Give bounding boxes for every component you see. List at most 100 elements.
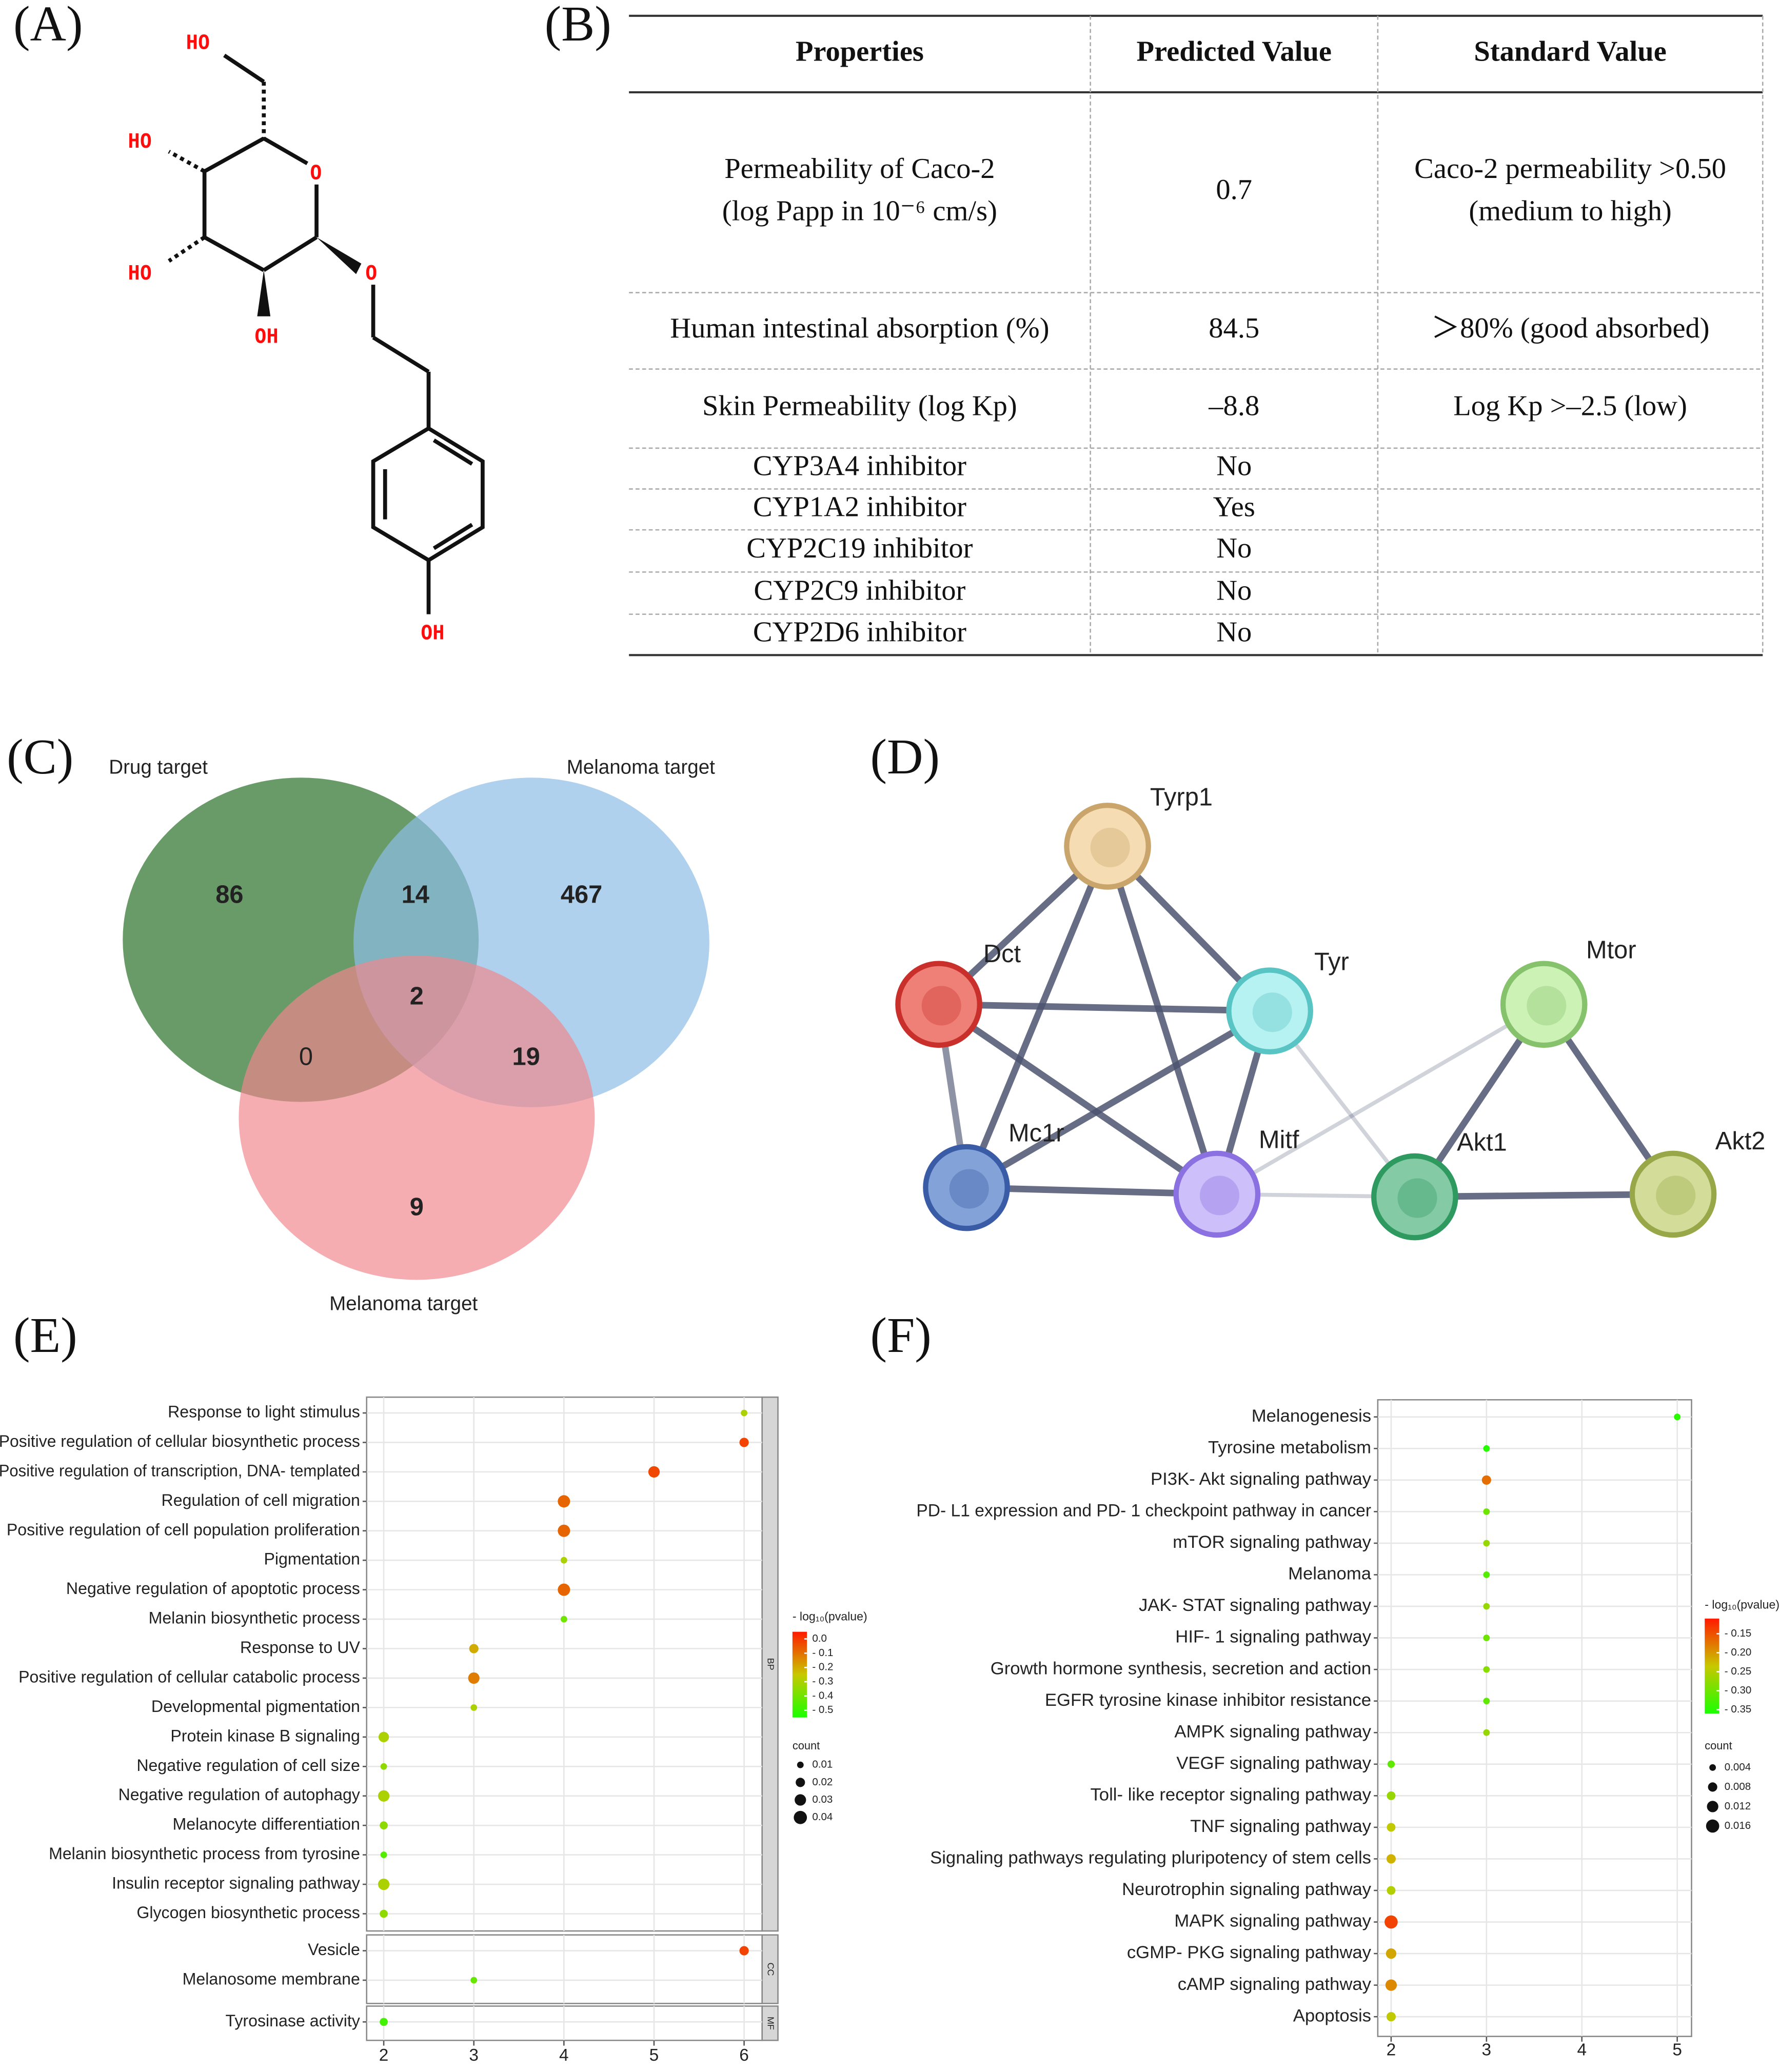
colorbar: [792, 1631, 807, 1718]
table-cell: CYP1A2 inhibitor: [753, 491, 966, 523]
dot: [560, 1616, 567, 1623]
bond: [223, 53, 265, 84]
network-node-label: Mitf: [1259, 1126, 1299, 1153]
network-node: [1173, 1150, 1261, 1238]
table-cell: Permeability of Caco-2: [724, 153, 995, 185]
dot: [1483, 1540, 1490, 1547]
facet-label: CC: [765, 1963, 776, 1976]
table-cell: ＞80% (good absorbed): [1431, 312, 1710, 344]
term-label: Glycogen biosynthetic process: [136, 1903, 360, 1922]
term-label: cAMP signaling pathway: [1178, 1975, 1372, 1994]
plot-panel: [1377, 1399, 1692, 2037]
x-tick-label: 5: [649, 2046, 659, 2065]
facet-strip: [761, 2005, 779, 2041]
term-label: Regulation of cell migration: [162, 1491, 360, 1509]
molecule: HO HO HO OH O O OH: [128, 31, 485, 645]
x-tick-label: 5: [1672, 2041, 1682, 2060]
term-label: EGFR tyrosine kinase inhibitor resistanc…: [1045, 1690, 1371, 1710]
node-structure: [1199, 1176, 1240, 1216]
size-legend-label: 0.01: [812, 1759, 833, 1770]
network-node-label: Mtor: [1586, 936, 1636, 964]
size-legend-label: 0.016: [1725, 1820, 1751, 1831]
atom-label: O: [365, 262, 377, 285]
bond: [432, 439, 473, 466]
x-tick-label: 4: [559, 2046, 569, 2065]
term-label: Apoptosis: [1293, 2006, 1371, 2025]
network-node-label: Mc1r: [1008, 1120, 1064, 1147]
panel-label: (E): [13, 1308, 77, 1363]
dot: [741, 1409, 748, 1417]
network-node: [1371, 1153, 1458, 1241]
dot: [469, 1644, 479, 1653]
dot: [380, 1851, 387, 1859]
term-label: AMPK signaling pathway: [1174, 1722, 1371, 1741]
term-label: PI3K- Akt signaling pathway: [1151, 1469, 1372, 1489]
network-edge: [964, 1008, 1272, 1191]
term-label: Melanosome membrane: [183, 1969, 360, 1988]
colorbar-tick-label: 0.0: [812, 1632, 827, 1644]
term-label: Melanin biosynthetic process from tyrosi…: [49, 1844, 360, 1863]
benzene-ring: [371, 426, 485, 563]
term-label: Negative regulation of autophagy: [118, 1785, 360, 1804]
x-tick-label: 4: [1577, 2041, 1587, 2060]
x-tick-label: 3: [1482, 2041, 1492, 2060]
table-cell: Caco-2 permeability >0.50: [1414, 153, 1726, 185]
colorbar-tick-label: - 0.2: [812, 1661, 833, 1673]
node-structure: [921, 986, 961, 1026]
dot: [739, 1946, 749, 1956]
colorbar-tick-label: - 0.15: [1725, 1627, 1752, 1639]
wedge-bond: [317, 237, 362, 274]
network-node-label: Akt2: [1715, 1127, 1766, 1155]
dot: [470, 1704, 478, 1711]
term-label: PD- L1 expression and PD- 1 checkpoint p…: [916, 1501, 1371, 1521]
table-cell: Yes: [1213, 491, 1255, 523]
dot: [1483, 1571, 1490, 1578]
bond: [372, 335, 430, 374]
dot: [380, 1821, 388, 1830]
node-structure: [1252, 992, 1292, 1032]
venn-count: 467: [561, 881, 602, 908]
venn-count: 19: [512, 1043, 540, 1071]
table-cell: –8.8: [1208, 390, 1259, 422]
size-legend-label: 0.008: [1725, 1781, 1751, 1792]
network-edge: [938, 1001, 1270, 1014]
table-header: Properties: [796, 35, 924, 67]
term-label: mTOR signaling pathway: [1173, 1532, 1372, 1552]
dot: [1483, 1508, 1490, 1515]
venn-count: 9: [410, 1193, 424, 1221]
dot: [648, 1466, 660, 1478]
size-legend-label: 0.04: [812, 1811, 833, 1823]
term-label: Positive regulation of transcription, DN…: [0, 1461, 360, 1480]
dot: [380, 1763, 387, 1770]
atom-label: HO: [128, 262, 152, 285]
facet-label: BP: [765, 1658, 776, 1670]
network-node: [895, 961, 982, 1048]
table-cell: No: [1216, 616, 1252, 648]
dot: [380, 2018, 388, 2026]
term-label: Growth hormone synthesis, secretion and …: [991, 1659, 1371, 1678]
bond: [203, 235, 265, 272]
venn-set: [239, 955, 595, 1280]
dot: [558, 1495, 570, 1508]
venn-count: 0: [299, 1043, 313, 1071]
dot: [1387, 1760, 1395, 1768]
term-label: Vesicle: [308, 1940, 360, 1959]
x-tick-label: 2: [1387, 2041, 1396, 2060]
colorbar-tick-label: - 0.20: [1725, 1646, 1752, 1658]
table-cell: (medium to high): [1469, 195, 1672, 227]
term-label: Pigmentation: [264, 1550, 360, 1568]
panel-label: (B): [545, 0, 611, 52]
facet-strip: [761, 1396, 779, 1932]
dot: [1483, 1666, 1490, 1673]
table-cell: Log Kp >–2.5 (low): [1453, 390, 1687, 422]
size-legend-dot: [797, 1761, 804, 1768]
wedge-bond: [257, 270, 271, 316]
colorbar-tick-label: - 0.3: [812, 1675, 833, 1687]
term-label: Insulin receptor signaling pathway: [112, 1874, 360, 1892]
venn-count: 14: [402, 881, 429, 908]
term-label: Melanin biosynthetic process: [149, 1609, 360, 1627]
network-edge: [963, 845, 1111, 1189]
table-cell: No: [1216, 450, 1252, 482]
term-label: Positive regulation of cellular cataboli…: [18, 1667, 360, 1686]
colorbar-tick-label: - 0.4: [812, 1689, 833, 1701]
